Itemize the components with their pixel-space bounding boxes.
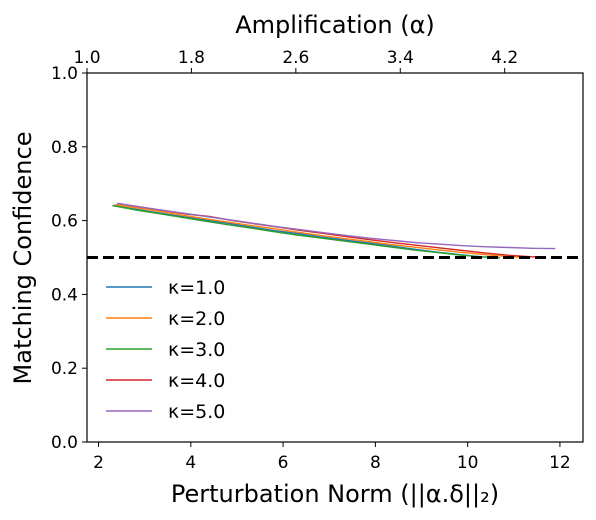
legend-label: κ=4.0 xyxy=(168,370,225,392)
legend-label: κ=5.0 xyxy=(168,401,225,423)
top-tick-label: 1.8 xyxy=(178,48,205,68)
series-line-4 xyxy=(116,202,547,259)
y-tick-label: 0.6 xyxy=(51,212,78,232)
y-tick-label: 0.8 xyxy=(51,138,78,158)
y-tick-label: 0.0 xyxy=(51,433,78,453)
y-tick-label: 0.2 xyxy=(51,359,78,379)
x-tick-label: 8 xyxy=(370,453,381,473)
top-axis-title: Amplification (α) xyxy=(235,11,435,39)
top-tick-label: 2.6 xyxy=(282,48,309,68)
top-tick-label: 3.4 xyxy=(387,48,414,68)
series-line-2 xyxy=(114,204,528,259)
plot-frame xyxy=(86,72,584,443)
x-tick-label: 12 xyxy=(549,453,571,473)
axis-ticks: 2 4 6 8 10 12 0.0 0.2 0.4 0.6 0.8 1.01.0 1.8 2.6 3.4 4.… xyxy=(51,48,571,473)
y-tick-label: 0.4 xyxy=(51,285,78,305)
legend-label: κ=3.0 xyxy=(168,339,225,361)
y-axis-title: Matching Confidence xyxy=(9,132,37,385)
x-tick-label: 2 xyxy=(93,453,104,473)
legend: κ=1.0 κ=2.0 κ=3.0 κ=4.0 κ=5.0 xyxy=(106,277,225,423)
x-axis-title: Perturbation Norm (||α.δ||₂) xyxy=(171,480,499,508)
legend-label: κ=2.0 xyxy=(168,308,225,330)
top-tick-label: 4.2 xyxy=(491,48,518,68)
y-tick-label: 1.0 xyxy=(51,64,78,84)
x-tick-label: 10 xyxy=(457,453,479,473)
x-tick-label: 6 xyxy=(278,453,289,473)
top-tick-label: 1.0 xyxy=(73,48,100,68)
series-line-5 xyxy=(116,202,556,250)
legend-label: κ=1.0 xyxy=(168,277,225,299)
x-tick-label: 4 xyxy=(185,453,196,473)
series-line-3 xyxy=(112,204,500,259)
plot-area xyxy=(87,202,583,259)
